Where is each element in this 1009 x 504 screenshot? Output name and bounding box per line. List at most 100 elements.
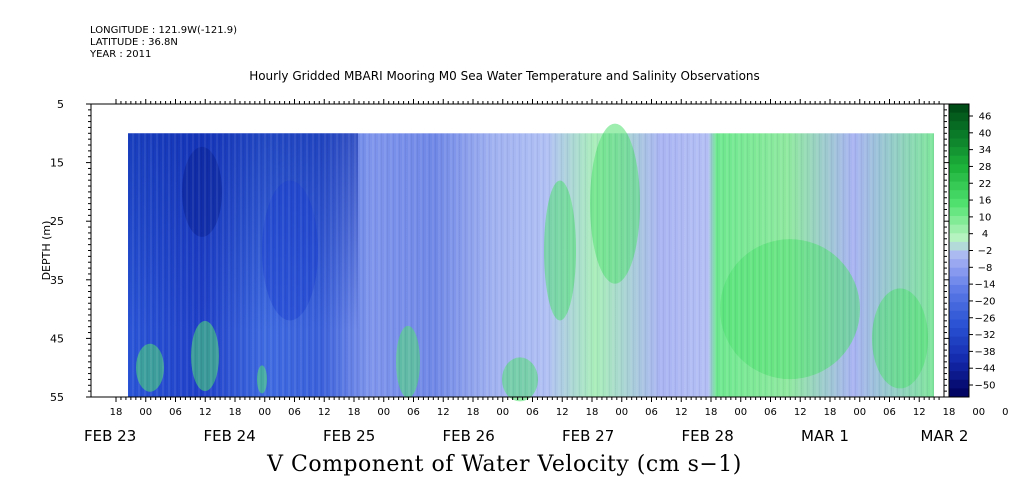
x-hour-label: 06 xyxy=(407,407,420,418)
x-hour-label: 18 xyxy=(943,407,956,418)
y-tick-label: 25 xyxy=(50,215,64,228)
colorbar-label: 22 xyxy=(979,179,992,190)
x-hour-label: 00 xyxy=(258,407,271,418)
colorbar-band xyxy=(949,362,969,372)
x-hour-label: 12 xyxy=(556,407,569,418)
x-date-label: FEB 27 xyxy=(562,427,614,445)
x-hour-label: 00 xyxy=(615,407,628,418)
colorbar-label: −44 xyxy=(974,364,995,375)
y-tick-label: 35 xyxy=(50,274,64,287)
x-hour-label: 00 xyxy=(377,407,390,418)
colorbar-label: −2 xyxy=(978,246,993,257)
y-tick-label: 45 xyxy=(50,332,64,345)
x-date-label: MAR 2 xyxy=(921,427,969,445)
x-hour-label: 12 xyxy=(437,407,450,418)
colorbar-band xyxy=(949,181,969,191)
colorbar-band xyxy=(949,345,969,355)
colorbar-band xyxy=(949,371,969,381)
x-hour-label: 06 xyxy=(1002,407,1009,418)
colorbar-label: −38 xyxy=(974,347,995,358)
colorbar-band xyxy=(949,172,969,183)
colorbar-label: 10 xyxy=(979,212,992,223)
colorbar-band xyxy=(949,164,969,174)
x-hour-label: 18 xyxy=(110,407,123,418)
colorbar-band xyxy=(949,388,969,398)
colorbar-band xyxy=(949,276,969,286)
x-hour-label: 12 xyxy=(199,407,212,418)
colorbar-label: −14 xyxy=(974,280,995,291)
x-hour-label: 00 xyxy=(853,407,866,418)
colorbar-band xyxy=(949,241,969,251)
colorbar-band xyxy=(949,207,969,217)
colorbar-band xyxy=(949,259,969,269)
colorbar-label: 46 xyxy=(979,112,992,123)
colorbar-band xyxy=(949,216,969,226)
x-hour-label: 00 xyxy=(496,407,509,418)
colorbar-label: 16 xyxy=(979,196,992,207)
x-hour-label: 12 xyxy=(675,407,688,418)
x-date-label: MAR 1 xyxy=(801,427,849,445)
x-hour-label: 06 xyxy=(645,407,658,418)
colorbar-label: 40 xyxy=(979,128,992,139)
colorbar-label: 4 xyxy=(982,229,988,240)
x-hour-label: 00 xyxy=(734,407,747,418)
y-tick-label: 5 xyxy=(57,98,64,111)
y-tick-label: 55 xyxy=(50,391,64,404)
colorbar-band xyxy=(949,112,969,122)
colorbar-band xyxy=(949,250,969,260)
colorbar-band xyxy=(949,155,969,165)
colorbar-band xyxy=(949,129,969,139)
x-date-label: FEB 24 xyxy=(204,427,256,445)
x-date-label: FEB 28 xyxy=(682,427,734,445)
colorbar-band xyxy=(949,147,969,157)
colorbar-band xyxy=(949,284,969,295)
colorbar-band xyxy=(949,353,969,364)
colorbar-band xyxy=(949,336,969,346)
y-axis-label: DEPTH (m) xyxy=(40,221,53,281)
x-hour-label: 06 xyxy=(526,407,539,418)
x-axis-title: V Component of Water Velocity (cm s−1) xyxy=(267,452,742,477)
x-hour-label: 06 xyxy=(764,407,777,418)
colorbar-band xyxy=(949,224,969,234)
year-label: YEAR : 2011 xyxy=(90,49,152,60)
colorbar-band xyxy=(949,190,969,200)
colorbar-label: 28 xyxy=(979,162,992,173)
colorbar-label: −50 xyxy=(974,381,995,392)
x-date-label: FEB 25 xyxy=(323,427,375,445)
colorbar-label: −8 xyxy=(978,263,993,274)
colorbar-band xyxy=(949,379,969,389)
x-hour-label: 12 xyxy=(794,407,807,418)
x-hour-label: 06 xyxy=(169,407,182,418)
latitude-label: LATITUDE : 36.8N xyxy=(90,37,178,48)
colorbar-band xyxy=(949,233,969,243)
x-hour-label: 18 xyxy=(348,407,361,418)
colorbar-band xyxy=(949,198,969,208)
colorbar-band xyxy=(949,104,969,114)
x-hour-label: 06 xyxy=(288,407,301,418)
colorbar-label: −32 xyxy=(974,330,995,341)
x-hour-label: 00 xyxy=(139,407,152,418)
colorbar-band xyxy=(949,121,969,131)
colorbar-band xyxy=(949,267,969,277)
chart-title: Hourly Gridded MBARI Mooring M0 Sea Wate… xyxy=(249,69,760,83)
x-hour-label: 00 xyxy=(972,407,985,418)
x-hour-label: 18 xyxy=(467,407,480,418)
colorbar-band xyxy=(949,138,969,148)
colorbar-band xyxy=(949,302,969,312)
colorbar-label: −20 xyxy=(974,296,995,307)
x-hour-label: 18 xyxy=(229,407,242,418)
x-hour-label: 18 xyxy=(586,407,599,418)
colorbar-band xyxy=(949,293,969,303)
longitude-label: LONGITUDE : 121.9W(-121.9) xyxy=(90,25,237,36)
x-date-label: FEB 26 xyxy=(443,427,495,445)
x-date-label: FEB 23 xyxy=(84,427,136,445)
x-hour-label: 18 xyxy=(705,407,718,418)
colorbar-band xyxy=(949,328,969,338)
velocity-field-texture xyxy=(128,133,934,398)
colorbar-label: 34 xyxy=(979,145,992,156)
x-hour-label: 06 xyxy=(883,407,896,418)
y-tick-label: 15 xyxy=(50,157,64,170)
x-hour-label: 18 xyxy=(824,407,837,418)
x-hour-label: 12 xyxy=(913,407,926,418)
